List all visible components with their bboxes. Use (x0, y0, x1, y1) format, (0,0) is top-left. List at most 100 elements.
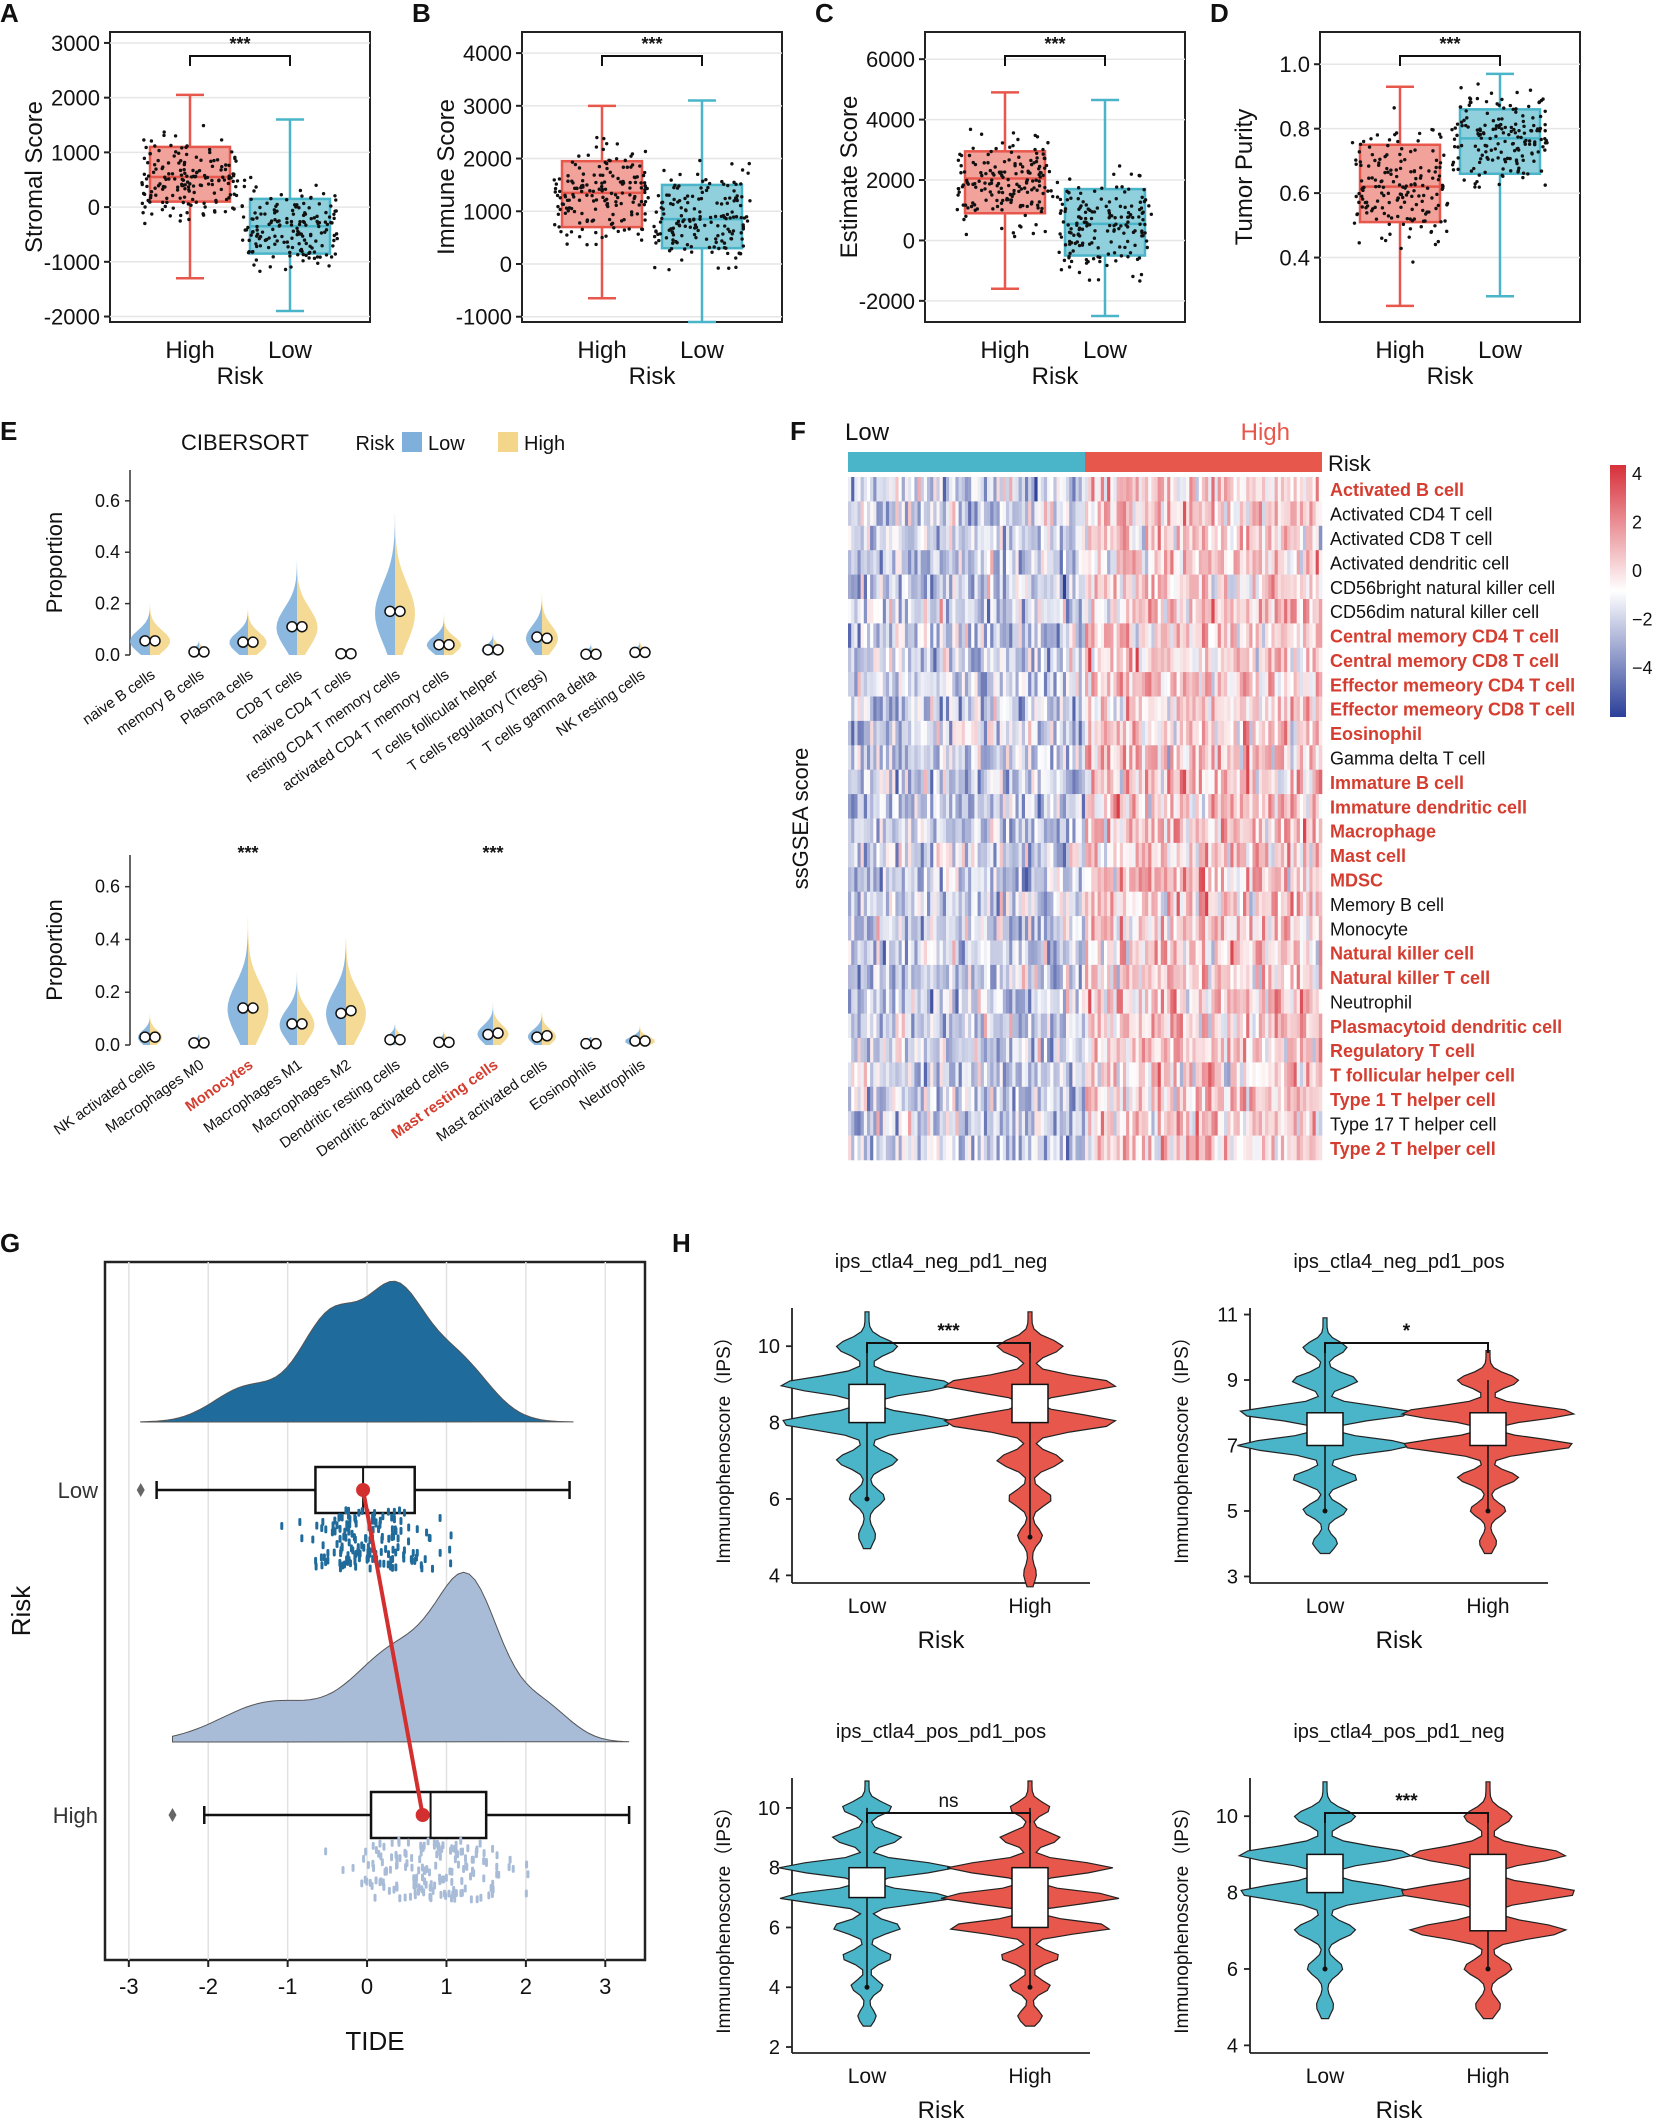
heatmap-cell (1145, 891, 1149, 917)
data-point (1013, 163, 1017, 168)
heatmap-cell (946, 550, 950, 575)
heatmap-cell (1028, 745, 1032, 770)
data-point (172, 154, 176, 158)
heatmap-cell (927, 672, 931, 697)
heatmap-cell (1164, 989, 1168, 1014)
mean-marker-high (198, 646, 210, 658)
heatmap-cell (1135, 769, 1140, 795)
heatmap-cell (1205, 842, 1209, 868)
data-point (173, 177, 177, 181)
heatmap-cell (1183, 818, 1187, 844)
heatmap-cell (1192, 720, 1196, 746)
heatmap-cell (1110, 964, 1114, 990)
heatmap-cell (961, 842, 966, 868)
heatmap-cell (1312, 696, 1316, 722)
heatmap-cell (1126, 989, 1130, 1014)
heatmap-cell (952, 672, 956, 697)
data-point (153, 186, 157, 190)
data-point (315, 255, 320, 259)
heatmap-cell (870, 672, 874, 697)
heatmap-cell (939, 745, 944, 770)
heatmap-cell (1056, 964, 1061, 990)
data-point (1479, 136, 1484, 140)
heatmap-cell (1230, 769, 1234, 795)
heatmap-cell (1015, 599, 1019, 624)
heatmap-cell (1315, 550, 1320, 575)
data-point (623, 158, 627, 163)
data-point (695, 172, 700, 177)
heatmap-cell (1201, 818, 1206, 844)
mean-marker-high (639, 1035, 651, 1047)
heatmap-cell (942, 891, 947, 917)
heatmap-cell (1034, 867, 1038, 892)
heatmap-cell (1303, 647, 1307, 673)
data-point (265, 201, 269, 205)
data-point (1468, 100, 1472, 104)
mean-marker-high (198, 1037, 210, 1049)
heatmap-cell (901, 696, 906, 722)
heatmap-cell (1050, 769, 1054, 795)
heatmap-cell (1002, 623, 1007, 649)
panel-letter-a: A (0, 0, 19, 28)
heatmap-cell (1081, 989, 1086, 1014)
heatmap-cell (1056, 501, 1061, 527)
heatmap-cell (889, 745, 893, 770)
heatmap-cell (1053, 501, 1057, 527)
heatmap-cell (1192, 940, 1196, 966)
heatmap-cell (968, 501, 972, 527)
data-point (1419, 225, 1423, 229)
heatmap-cell (1243, 818, 1247, 844)
heatmap-cell (1081, 647, 1086, 673)
heatmap-cell (1315, 599, 1320, 624)
heatmap-cell (930, 672, 934, 697)
heatmap-cell (977, 720, 982, 746)
heatmap-cell (1303, 599, 1307, 624)
heatmap-cell (958, 842, 963, 868)
heatmap-cell (1268, 794, 1272, 819)
heatmap-cell (1031, 794, 1035, 819)
heatmap-cell (1100, 769, 1105, 795)
heatmap-cell (1211, 940, 1215, 966)
heatmap-cell (1072, 599, 1076, 624)
heatmap-cell (1006, 720, 1010, 746)
heatmap-cell (914, 477, 918, 502)
heatmap-cell (870, 696, 874, 722)
heatmap-cell (901, 745, 906, 770)
heatmap-cell (1028, 477, 1032, 502)
heatmap-cell (1205, 599, 1209, 624)
heatmap-cell (854, 599, 858, 624)
heatmap-cell (1021, 599, 1026, 624)
heatmap-cell (1072, 818, 1076, 844)
heatmap-cell (1312, 989, 1316, 1014)
data-point (639, 186, 644, 190)
heatmap-cell (1183, 501, 1187, 527)
heatmap-cell (1009, 623, 1013, 649)
heatmap-cell (946, 720, 950, 746)
heatmap-cell (904, 550, 909, 575)
heatmap-cell (1173, 940, 1177, 966)
data-point (273, 234, 277, 238)
heatmap-cell (1113, 672, 1117, 697)
heatmap-cell (1189, 672, 1193, 697)
heatmap-cell (1081, 477, 1086, 502)
heatmap-cell (1056, 794, 1061, 819)
data-point (638, 164, 642, 168)
heatmap-cell (1170, 867, 1174, 892)
heatmap-cell (1154, 916, 1158, 941)
heatmap-cell (1100, 891, 1105, 917)
data-point (1386, 191, 1391, 196)
heatmap-cell (1265, 550, 1269, 575)
heatmap-cell (1151, 647, 1155, 673)
data-point (600, 181, 604, 185)
heatmap-cell (914, 501, 918, 527)
heatmap-cell (968, 916, 972, 941)
heatmap-cell (1192, 891, 1196, 917)
violin-half-high (444, 1013, 455, 1045)
heatmap-cell (876, 477, 880, 502)
data-point (1398, 152, 1402, 157)
data-point (1411, 260, 1415, 264)
heatmap-cell (1059, 550, 1064, 575)
panel-letter-c: C (815, 0, 834, 28)
heatmap-cell (1318, 696, 1323, 722)
heatmap-cell (1309, 696, 1313, 722)
